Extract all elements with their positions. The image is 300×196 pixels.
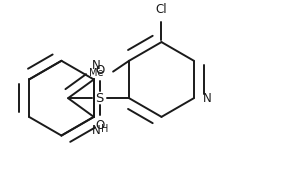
Text: O: O	[95, 119, 104, 132]
Text: S: S	[95, 92, 104, 105]
Text: N: N	[203, 92, 212, 105]
Text: N: N	[92, 59, 100, 72]
Text: O: O	[95, 64, 104, 77]
Text: Cl: Cl	[156, 3, 167, 16]
Text: Me: Me	[89, 68, 103, 78]
Text: N: N	[92, 124, 100, 137]
Text: H: H	[101, 124, 108, 134]
